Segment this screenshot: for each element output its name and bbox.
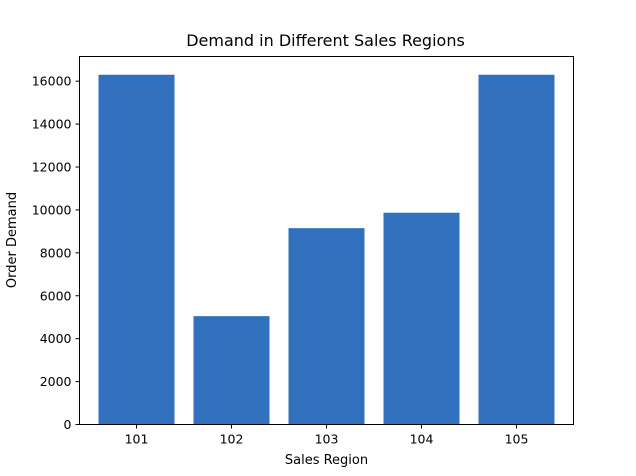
y-tick-label: 4000 (40, 331, 72, 346)
x-tick-label: 104 (410, 432, 434, 447)
y-tick-label: 0 (64, 417, 72, 432)
bar-105 (478, 74, 555, 425)
y-tick-label: 2000 (40, 374, 72, 389)
bar-104 (383, 212, 460, 425)
x-tick-label: 105 (505, 432, 529, 447)
y-tick-label: 8000 (40, 245, 72, 260)
x-axis-ticks: 101 102 103 104 105 (125, 424, 529, 447)
plot-frame (79, 56, 574, 425)
chart-title: Demand in Different Sales Regions (186, 31, 465, 50)
bars-group (98, 74, 555, 425)
y-axis-label: Order Demand (5, 192, 20, 288)
y-tick-label: 10000 (32, 202, 72, 217)
y-tick-label: 6000 (40, 288, 72, 303)
x-tick-label: 102 (220, 432, 244, 447)
bar-103 (288, 228, 365, 425)
y-axis-ticks: 0 2000 4000 6000 8000 10000 12000 14000 16000 (32, 74, 80, 432)
y-tick-label: 14000 (32, 117, 72, 132)
bar-102 (193, 316, 270, 425)
x-tick-label: 101 (125, 432, 149, 447)
x-axis-label: Sales Region (285, 453, 368, 468)
bar-101 (98, 74, 175, 425)
y-tick-label: 12000 (32, 160, 72, 175)
y-tick-label: 16000 (32, 74, 72, 89)
x-tick-label: 103 (315, 432, 339, 447)
